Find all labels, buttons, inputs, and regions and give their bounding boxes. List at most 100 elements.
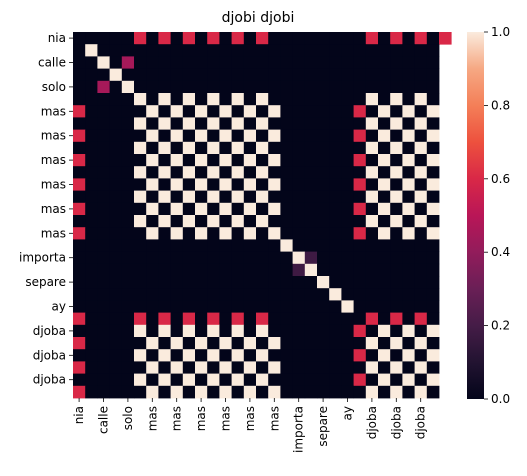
heatmap-cell (268, 56, 281, 69)
heatmap-cell (280, 239, 293, 252)
heatmap-cell (195, 312, 208, 326)
heatmap-cell (121, 385, 135, 399)
heatmap-cell (256, 93, 269, 106)
heatmap-cell (317, 239, 330, 252)
colorbar-gradient (467, 32, 484, 399)
heatmap-cell (390, 93, 403, 106)
heatmap-cell (146, 166, 159, 179)
heatmap-cell (97, 117, 110, 130)
heatmap-cell (280, 154, 293, 167)
heatmap-cell (134, 227, 147, 240)
heatmap-cell (109, 337, 123, 350)
heatmap-cell (231, 337, 245, 350)
heatmap-cell (378, 263, 391, 277)
heatmap-cell (280, 32, 293, 45)
heatmap-cell (426, 129, 440, 143)
heatmap-cell (304, 215, 318, 228)
heatmap-cell (219, 141, 232, 155)
heatmap-cell (292, 93, 306, 106)
x-tick-label: mas (170, 406, 184, 431)
heatmap-cell (378, 56, 391, 69)
heatmap-cell (97, 44, 110, 57)
y-tick-label: djoba (33, 373, 66, 387)
chart-title: djobi djobi (222, 10, 295, 26)
heatmap-cell (317, 44, 330, 57)
heatmap-cell (365, 337, 379, 350)
heatmap-cell (146, 385, 159, 399)
heatmap-cell (402, 263, 415, 277)
heatmap-cell (207, 129, 220, 143)
heatmap-cell (134, 288, 147, 301)
heatmap-cell (304, 361, 318, 374)
heatmap-cell (426, 117, 440, 130)
heatmap-cell (207, 190, 220, 204)
heatmap-cell (304, 56, 318, 69)
heatmap-cell (158, 263, 171, 277)
heatmap-cell (170, 300, 184, 313)
heatmap-cell (134, 44, 147, 57)
heatmap-cell (365, 93, 379, 106)
heatmap-cell (231, 312, 245, 326)
heatmap-cell (292, 32, 306, 45)
heatmap-cell (304, 312, 318, 326)
heatmap-cell (353, 117, 367, 130)
heatmap-cell (134, 56, 147, 69)
heatmap-cell (304, 93, 318, 106)
heatmap-cell (207, 215, 220, 228)
heatmap-cell (402, 361, 415, 374)
heatmap-cell (292, 68, 306, 82)
heatmap-cell (256, 227, 269, 240)
heatmap-cell (207, 32, 220, 45)
heatmap-cell (317, 190, 330, 204)
heatmap-cell (243, 288, 257, 301)
heatmap-cell (426, 288, 440, 301)
heatmap-cell (378, 227, 391, 240)
heatmap-cell (195, 288, 208, 301)
heatmap-cell (109, 32, 123, 45)
heatmap-cell (304, 300, 318, 313)
heatmap-cell (353, 215, 367, 228)
heatmap-cell (121, 202, 135, 216)
heatmap-cell (317, 215, 330, 228)
colorbar-tick-label: 0.0 (491, 392, 510, 406)
heatmap-cell (231, 288, 245, 301)
heatmap-cell (121, 239, 135, 252)
heatmap-cell (170, 117, 184, 130)
heatmap-cell (390, 44, 403, 57)
heatmap-cell (329, 117, 342, 130)
heatmap-cell (134, 373, 147, 387)
heatmap-cell (268, 349, 281, 362)
heatmap-cell (231, 227, 245, 240)
heatmap-cell (146, 215, 159, 228)
heatmap-cell (280, 215, 293, 228)
heatmap-cell (195, 166, 208, 179)
heatmap-cell (109, 129, 123, 143)
heatmap-cell (341, 337, 354, 350)
heatmap-cell (97, 141, 110, 155)
heatmap-cell (146, 361, 159, 374)
heatmap-cell (365, 56, 379, 69)
heatmap-cell (304, 276, 318, 289)
heatmap-cell (292, 154, 306, 167)
heatmap-cell (280, 361, 293, 374)
heatmap-cell (280, 80, 293, 94)
heatmap-cell (207, 68, 220, 82)
heatmap-cell (109, 373, 123, 387)
heatmap-cells (73, 32, 452, 399)
heatmap-cell (243, 44, 257, 57)
heatmap-cell (414, 300, 428, 313)
heatmap-cell (426, 32, 440, 45)
heatmap-cell (121, 80, 135, 94)
heatmap-cell (243, 166, 257, 179)
heatmap-cell (207, 227, 220, 240)
heatmap-cell (414, 263, 428, 277)
heatmap-cell (170, 385, 184, 399)
heatmap-cell (329, 178, 342, 191)
heatmap-cell (402, 32, 415, 45)
heatmap-cell (256, 385, 269, 399)
x-tick-label: calle (97, 406, 111, 434)
heatmap-cell (243, 68, 257, 82)
heatmap-cell (97, 215, 110, 228)
heatmap-cell (280, 288, 293, 301)
heatmap-cell (146, 239, 159, 252)
